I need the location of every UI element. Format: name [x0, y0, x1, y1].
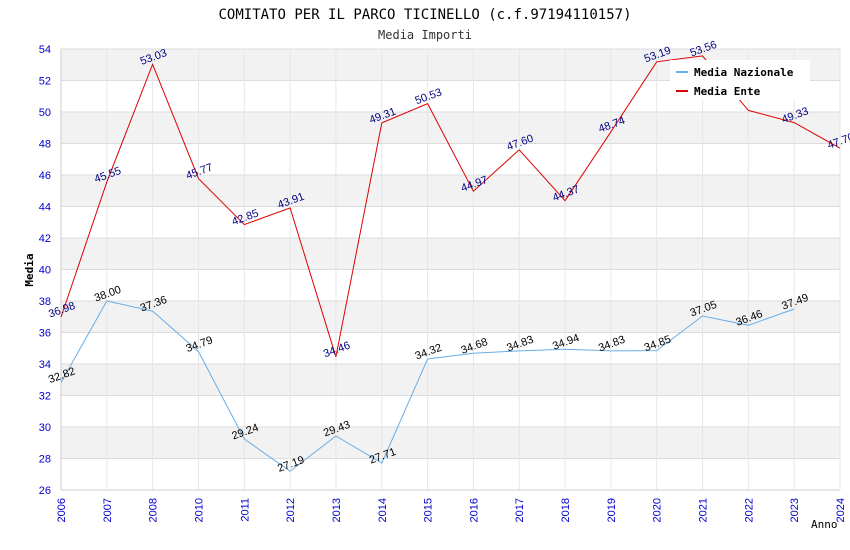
x-tick-label: 2024 [835, 498, 847, 522]
x-tick-label: 2013 [331, 498, 343, 522]
y-tick-label: 34 [39, 359, 51, 371]
plot-area: 26 28 30 32 34 36 38 40 42 44 46 48 50 52 54 2006 2007 20… [39, 39, 850, 523]
x-tick-label: 2014 [377, 498, 389, 522]
grid-band [61, 238, 840, 270]
data-label: 34.85 [643, 333, 673, 354]
x-tick-label: 2023 [789, 498, 801, 522]
x-tick-label: 2020 [652, 498, 664, 522]
y-axis-label: Media [23, 253, 36, 286]
y-tick-label: 30 [39, 422, 51, 434]
data-label: 50.53 [414, 86, 444, 107]
y-tick-label: 38 [39, 296, 51, 308]
y-tick-label: 44 [39, 202, 51, 214]
y-tick-label: 40 [39, 265, 51, 277]
legend: Media Nazionale Media Ente [670, 60, 810, 100]
y-tick-label: 36 [39, 328, 51, 340]
x-tick-label: 2017 [514, 498, 526, 522]
y-tick-label: 52 [39, 76, 51, 88]
x-tick-label: 2016 [468, 498, 480, 522]
x-tick-label: 2007 [102, 498, 114, 522]
legend-entry: Media Nazionale [694, 66, 794, 79]
x-axis-label: Anno [811, 518, 838, 531]
legend-entry: Media Ente [694, 85, 761, 98]
x-tick-label: 2021 [698, 498, 710, 522]
x-tick-label: 2019 [606, 498, 618, 522]
grid-band [61, 175, 840, 207]
y-tick-label: 54 [39, 44, 51, 56]
y-tick-label: 48 [39, 139, 51, 151]
grid-band [61, 427, 840, 459]
series-line-media-nazionale [60, 300, 795, 472]
y-tick-label: 32 [39, 391, 51, 403]
chart-subtitle: Media Importi [378, 28, 472, 42]
y-tick-label: 50 [39, 107, 51, 119]
x-tick-label: 2018 [560, 498, 572, 522]
data-label: 34.79 [184, 334, 214, 355]
x-tick-label: 2006 [56, 498, 68, 522]
grid-band [61, 112, 840, 144]
data-label: 42.85 [230, 207, 260, 228]
y-tick-label: 26 [39, 485, 51, 497]
y-tick-label: 42 [39, 233, 51, 245]
x-tick-label: 2010 [193, 498, 205, 522]
grid-band [61, 364, 840, 396]
y-tick-label: 46 [39, 170, 51, 182]
chart-title: COMITATO PER IL PARCO TICINELLO (c.f.971… [218, 7, 631, 23]
grid-band [61, 301, 840, 333]
data-label: 34.46 [322, 340, 352, 361]
x-tick-label: 2022 [743, 498, 755, 522]
x-tick-label: 2008 [148, 498, 160, 522]
x-tick-label: 2015 [423, 498, 435, 522]
x-tick-label: 2012 [285, 498, 297, 522]
legend-box [670, 60, 810, 100]
x-tick-label: 2011 [239, 498, 251, 522]
y-tick-label: 28 [39, 454, 51, 466]
